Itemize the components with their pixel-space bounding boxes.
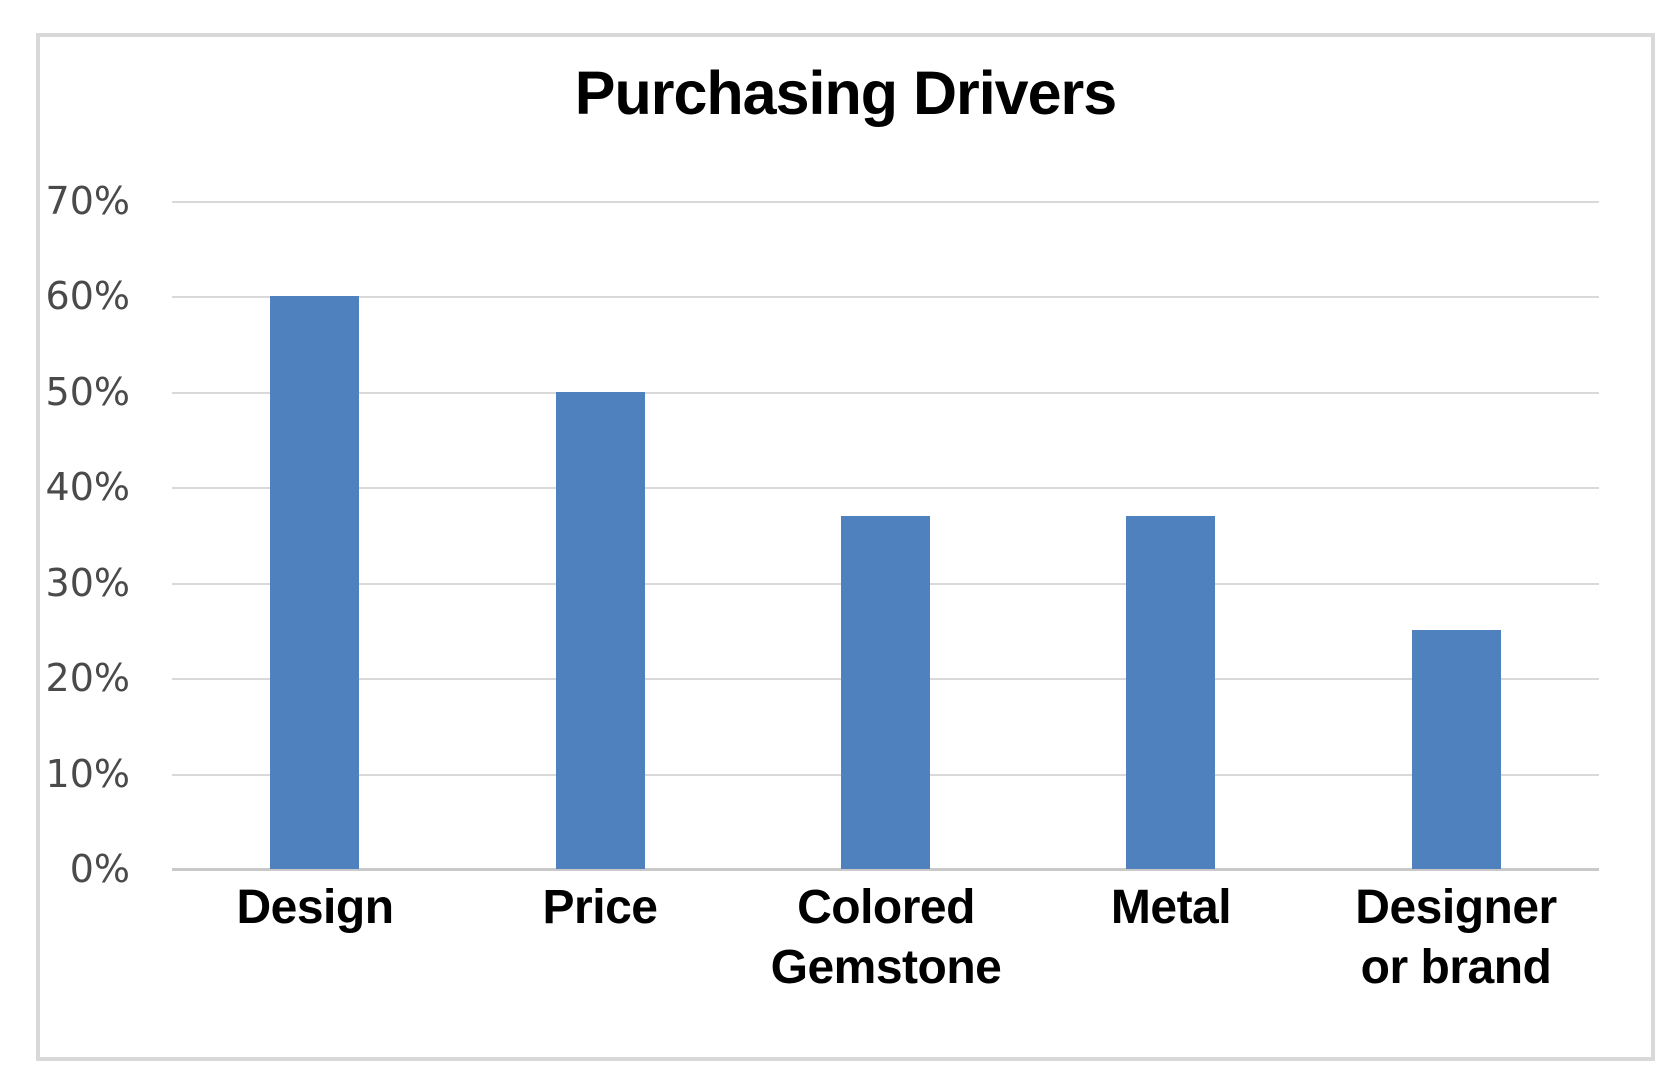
y-tick-label: 20% — [45, 656, 130, 700]
bar-colored-gemstone — [841, 516, 930, 869]
x-category-label: Price — [542, 881, 658, 934]
gridline — [172, 296, 1599, 298]
gridline — [172, 392, 1599, 394]
y-tick-label: 60% — [45, 274, 130, 318]
y-tick-label: 10% — [45, 752, 130, 796]
y-tick-label: 0% — [69, 847, 130, 891]
bar-design — [270, 296, 359, 869]
bar-metal — [1126, 516, 1215, 869]
y-tick-label: 50% — [45, 370, 130, 414]
x-category-label: Design — [236, 881, 394, 934]
x-axis-line — [172, 868, 1599, 871]
gridline — [172, 487, 1599, 489]
chart-title: Purchasing Drivers — [574, 59, 1117, 127]
gridline — [172, 201, 1599, 203]
y-tick-label: 40% — [45, 465, 130, 509]
y-tick-label: 70% — [45, 179, 130, 223]
x-category-label: Designer or brand — [1355, 881, 1557, 994]
bar-designer-or-brand — [1412, 630, 1501, 869]
bar-price — [556, 392, 645, 869]
x-category-label: Colored Gemstone — [770, 881, 1002, 994]
y-tick-label: 30% — [45, 561, 130, 605]
x-category-label: Metal — [1110, 881, 1232, 934]
